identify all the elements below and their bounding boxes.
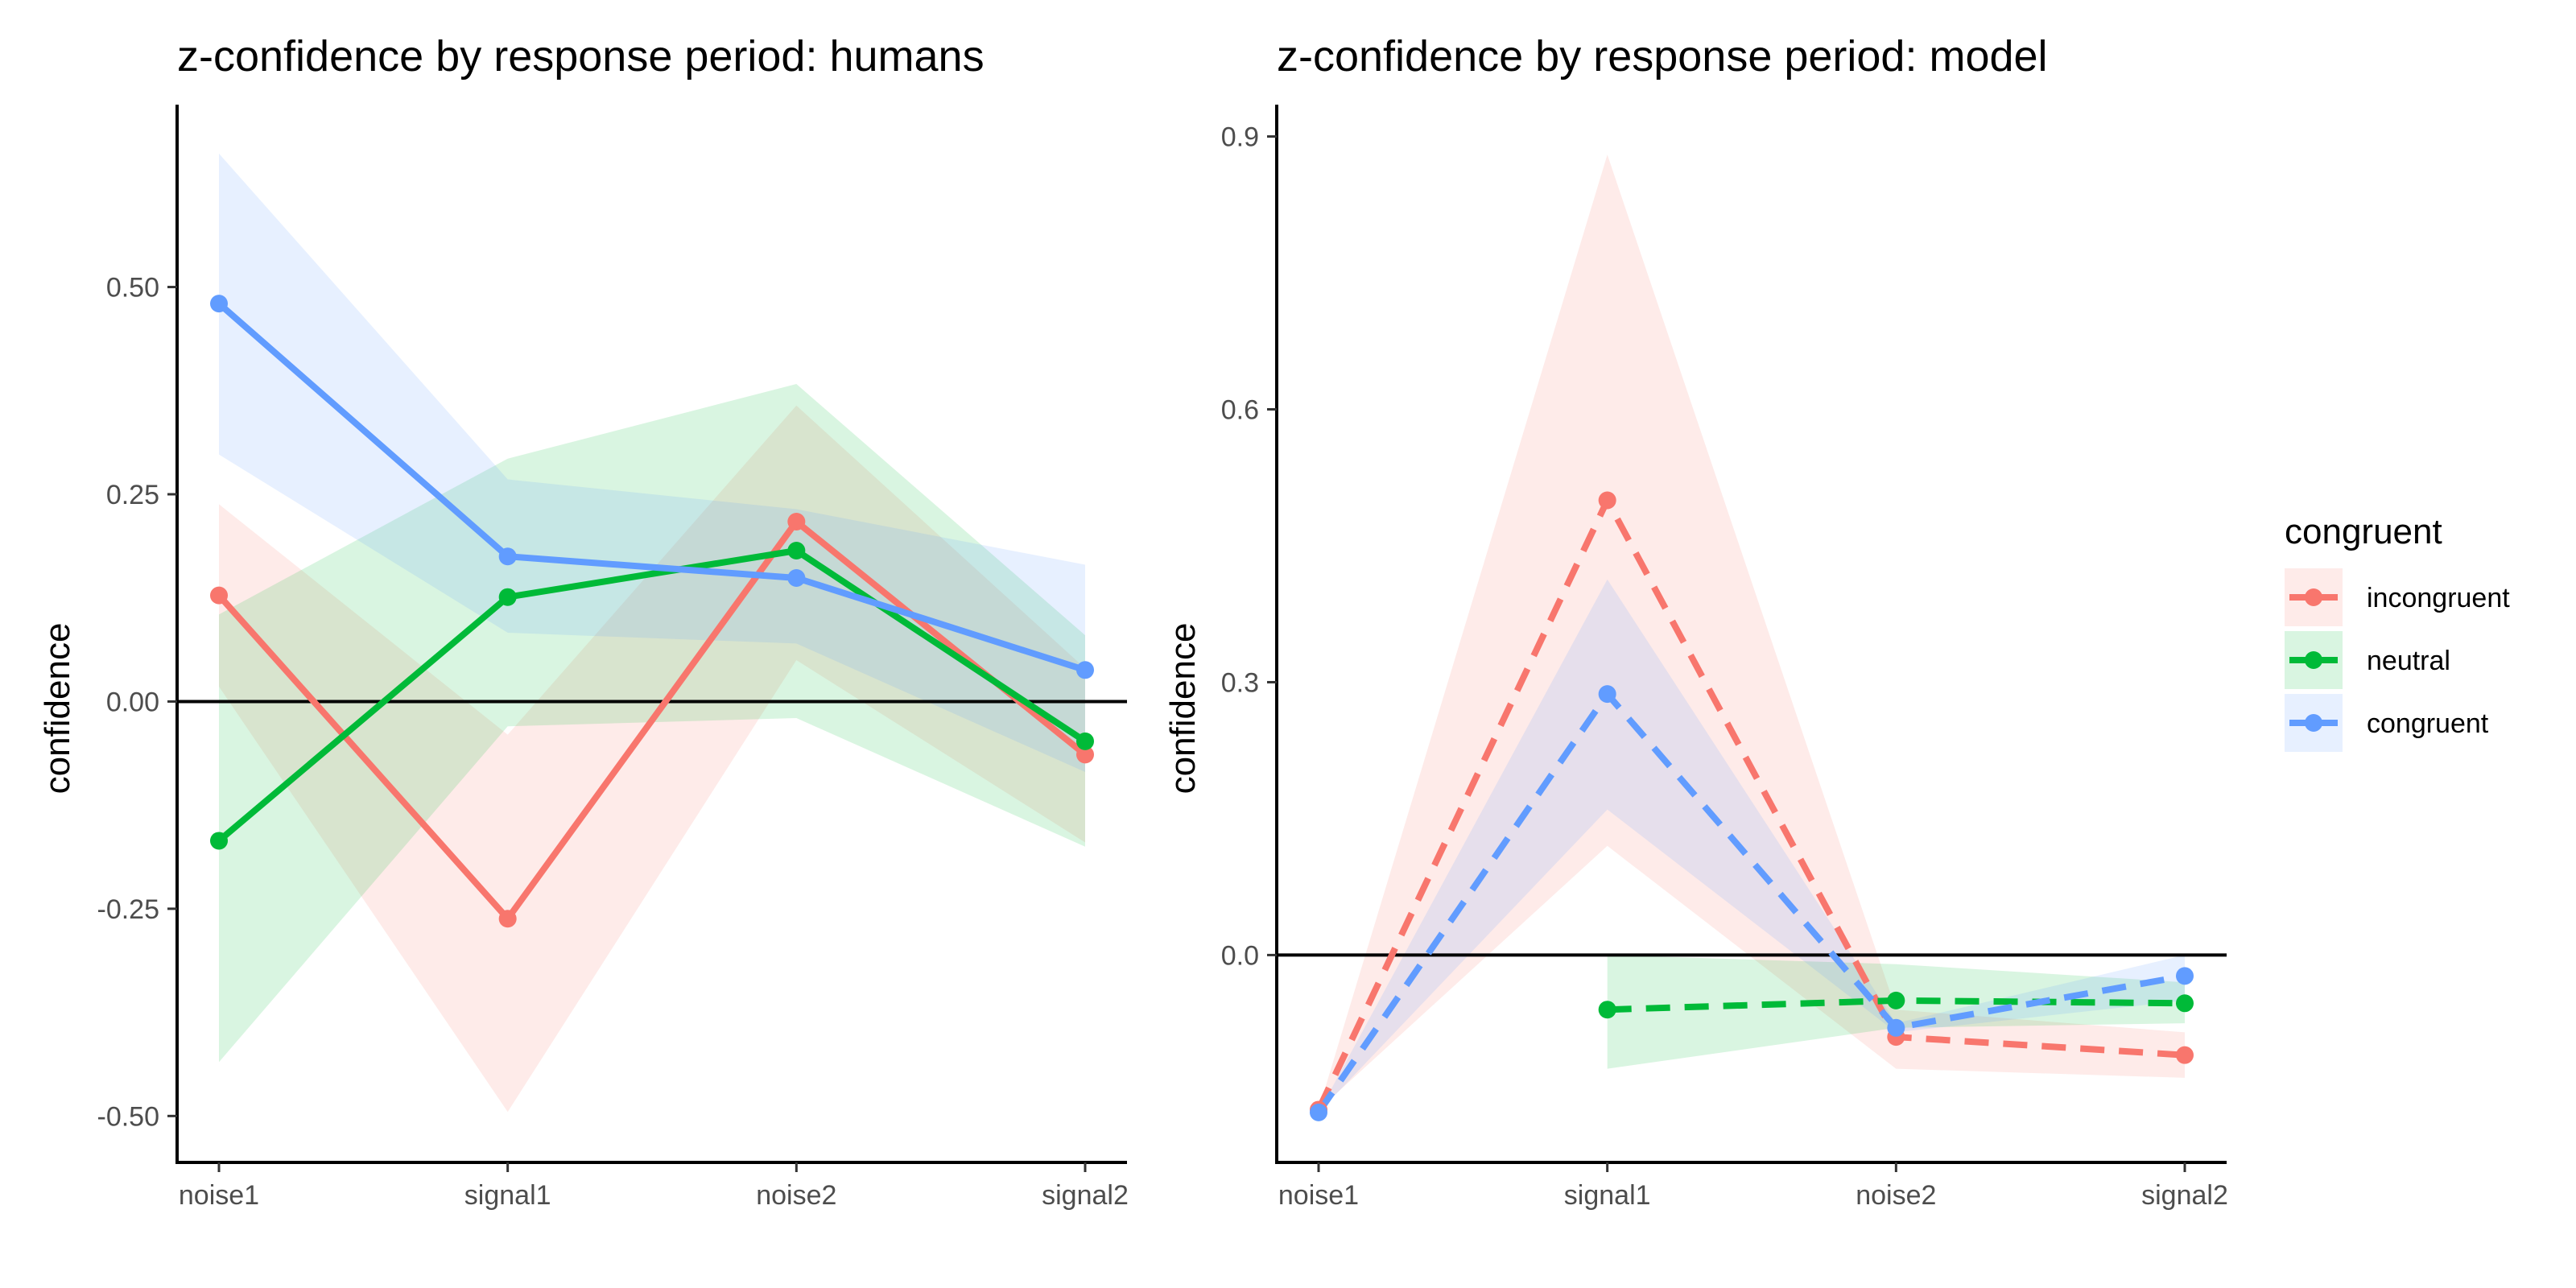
legend-label: neutral: [2367, 646, 2450, 676]
point-neutral-noise2: [787, 542, 806, 560]
legend-label: incongruent: [2367, 583, 2510, 613]
panel-model: z-confidence by response period: model c…: [1163, 32, 2228, 1211]
point-neutral-signal1: [1598, 1001, 1616, 1019]
panel-title: z-confidence by response period: model: [1277, 32, 2048, 80]
x-tick-label: noise1: [179, 1180, 259, 1211]
point-neutral-signal2: [2176, 994, 2194, 1013]
legend-key-point: [2305, 714, 2322, 732]
y-axis-title: confidence: [1163, 623, 1203, 795]
y-tick-label: 0.25: [106, 480, 159, 510]
point-neutral-noise2: [1887, 991, 1905, 1009]
point-layer: [210, 295, 1094, 928]
line-layer: [217, 301, 1088, 923]
y-tick-label: 0.6: [1221, 394, 1259, 425]
ribbon-congruent: [219, 153, 1085, 773]
ribbon-layer: [1319, 155, 2185, 1113]
point-incongruent-signal1: [498, 910, 517, 928]
panel-title: z-confidence by response period: humans: [177, 32, 985, 80]
point-incongruent-signal2: [1076, 745, 1094, 764]
line-congruent: [1315, 691, 2186, 1115]
ribbon-neutral: [219, 384, 1085, 1063]
point-congruent-noise2: [1887, 1018, 1905, 1037]
line-neutral: [217, 547, 1088, 844]
x-tick-label: noise1: [1278, 1180, 1359, 1211]
y-tick-label: 0.3: [1221, 667, 1259, 698]
point-congruent-signal2: [2176, 967, 2194, 985]
y-tick-label: 0.50: [106, 273, 159, 303]
axes-layer: 0.0 0.3 0.6 0.9 noise1 signal1 noise2 signal2: [1221, 105, 2228, 1211]
ribbon-layer: [219, 153, 1085, 1113]
point-congruent-noise1: [210, 295, 228, 313]
point-congruent-signal2: [1076, 661, 1094, 679]
ribbon-neutral: [1607, 955, 2185, 1069]
x-tick-label: noise2: [1856, 1180, 1936, 1211]
point-layer: [1310, 491, 2194, 1121]
legend-label: congruent: [2367, 708, 2489, 739]
y-axis-title: confidence: [38, 623, 77, 795]
y-tick-label: -0.25: [97, 894, 160, 925]
legend-key-point: [2305, 588, 2322, 606]
y-tick-label: 0.0: [1221, 940, 1259, 971]
legend-item-incongruent: incongruent: [2285, 568, 2510, 626]
point-neutral-signal2: [1076, 732, 1094, 750]
point-incongruent-signal1: [1598, 491, 1616, 510]
legend-item-neutral: neutral: [2285, 631, 2450, 689]
legend-item-congruent: congruent: [2285, 694, 2489, 752]
axes-layer: -0.50 -0.25 0.00 0.25 0.50 noise1 signal1 noise…: [97, 105, 1129, 1211]
line-incongruent: [1315, 497, 2186, 1112]
x-tick-label: signal1: [464, 1180, 551, 1211]
x-tick-label: noise2: [756, 1180, 836, 1211]
x-tick-label: signal1: [1564, 1180, 1651, 1211]
x-tick-label: signal2: [1042, 1180, 1129, 1211]
point-congruent-signal1: [498, 547, 517, 566]
x-tick-label: signal2: [2141, 1180, 2228, 1211]
ribbon-congruent: [1319, 579, 2185, 1113]
legend-title: congruent: [2285, 512, 2442, 551]
legend: congruent incongruent neutral congruent: [2285, 512, 2510, 752]
panel-humans: z-confidence by response period: humans …: [38, 32, 1129, 1211]
line-congruent: [217, 301, 1087, 674]
point-congruent-signal1: [1598, 685, 1616, 704]
point-neutral-signal1: [498, 588, 517, 606]
line-incongruent: [217, 518, 1088, 923]
point-congruent-noise1: [1310, 1103, 1327, 1121]
point-incongruent-noise1: [210, 586, 228, 605]
point-neutral-noise1: [210, 832, 228, 850]
legend-key-point: [2305, 651, 2322, 669]
y-tick-label: -0.50: [97, 1101, 160, 1132]
y-tick-label: 0.00: [106, 687, 159, 717]
point-incongruent-signal2: [2176, 1046, 2194, 1064]
ribbon-incongruent: [1319, 155, 2185, 1110]
y-tick-label: 0.9: [1221, 122, 1259, 153]
point-congruent-noise2: [787, 569, 806, 588]
point-incongruent-noise2: [787, 512, 806, 530]
